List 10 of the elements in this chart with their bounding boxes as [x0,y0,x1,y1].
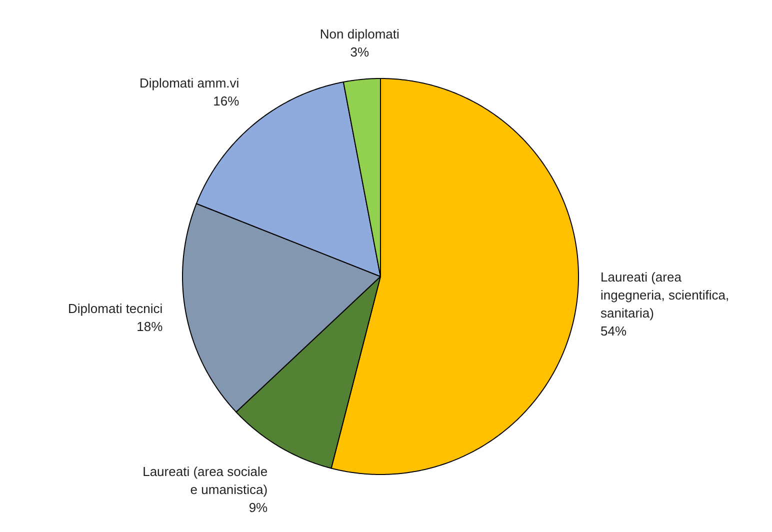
slice-label: Laureati (area ingegneria, scientifica, sanitaria) [600,269,730,320]
slice-label: Non diplomati [320,26,400,42]
slice-label: Diplomati amm.vi [139,76,240,91]
data-label: 16% [213,94,240,109]
data-label: 18% [136,318,164,334]
slice-label: Laureati (area sociale e umanistica) [142,464,268,497]
data-label: 3% [350,44,370,60]
data-label: 54% [600,323,627,338]
data-label: 9% [248,500,268,515]
slice-label: Diplomati tecnici [68,300,163,316]
